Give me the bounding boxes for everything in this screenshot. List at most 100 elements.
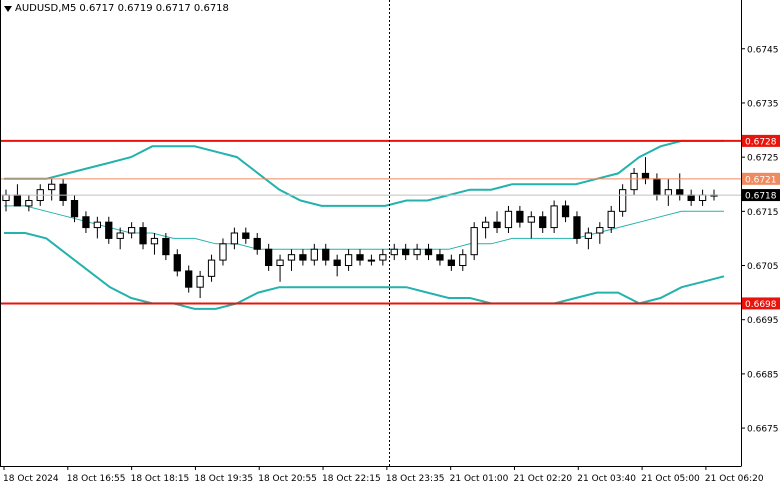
candle bbox=[390, 243, 398, 261]
candle-body bbox=[127, 227, 136, 234]
x-tick-label: 18 Oct 18:15 bbox=[131, 474, 190, 484]
x-tick-label: 21 Oct 05:00 bbox=[641, 474, 700, 484]
candle-body bbox=[687, 194, 695, 201]
candle-body bbox=[607, 210, 615, 229]
candle bbox=[424, 243, 433, 261]
candle bbox=[561, 200, 570, 223]
candle bbox=[48, 178, 56, 201]
candle-body bbox=[698, 194, 707, 201]
candle-body bbox=[2, 194, 10, 201]
candle bbox=[127, 222, 136, 239]
y-tick-label: 0.6725 bbox=[747, 154, 779, 164]
x-tick-label: 18 Oct 22:15 bbox=[322, 474, 381, 484]
candle bbox=[470, 222, 478, 261]
y-tick-label: 0.6715 bbox=[747, 208, 779, 218]
candle bbox=[436, 249, 444, 266]
x-tick-label: 18 Oct 16:55 bbox=[67, 474, 126, 484]
candle bbox=[447, 254, 455, 271]
candle-body bbox=[150, 237, 159, 245]
candle-body bbox=[116, 232, 124, 239]
candle bbox=[379, 249, 387, 266]
candle bbox=[687, 189, 695, 206]
candle-body bbox=[619, 189, 627, 212]
candle-body bbox=[641, 172, 650, 180]
candle-body bbox=[242, 232, 250, 239]
candle bbox=[459, 249, 467, 271]
candle-body bbox=[527, 216, 535, 223]
candle-body bbox=[653, 178, 661, 196]
candle-body bbox=[162, 237, 170, 256]
x-tick-label: 18 Oct 2024 bbox=[3, 474, 59, 484]
x-tick-label: 21 Oct 03:40 bbox=[577, 474, 636, 484]
candle bbox=[116, 227, 124, 250]
candle bbox=[344, 249, 353, 271]
candle-body bbox=[276, 259, 284, 267]
candle bbox=[413, 243, 421, 261]
candle-body bbox=[550, 205, 558, 229]
candle bbox=[539, 211, 547, 233]
candle bbox=[367, 254, 376, 266]
candle bbox=[299, 249, 307, 266]
candle bbox=[402, 243, 410, 261]
x-tick-label: 18 Oct 23:35 bbox=[386, 474, 445, 484]
candle-body bbox=[470, 227, 478, 256]
candle-body bbox=[25, 199, 33, 207]
candle-body bbox=[253, 237, 261, 250]
candle-body bbox=[584, 232, 593, 239]
candle bbox=[607, 205, 615, 233]
candle-body bbox=[436, 254, 444, 261]
y-tick-label: 0.6695 bbox=[747, 316, 779, 326]
candle-body bbox=[356, 254, 364, 261]
candle-body bbox=[676, 189, 684, 196]
candle-body bbox=[13, 194, 22, 207]
x-tick-label: 21 Oct 02:20 bbox=[513, 474, 572, 484]
candle bbox=[2, 189, 10, 212]
candle bbox=[139, 222, 147, 250]
candle-body bbox=[59, 183, 67, 201]
candle-body bbox=[196, 275, 204, 288]
candle bbox=[276, 254, 284, 282]
candle bbox=[573, 211, 581, 244]
candle-body bbox=[573, 216, 581, 239]
candle bbox=[219, 238, 227, 266]
candle-body bbox=[287, 254, 296, 261]
candle-body bbox=[299, 254, 307, 261]
level-price-badge bbox=[742, 297, 780, 310]
candle-body bbox=[82, 216, 90, 229]
y-tick-label: 0.6685 bbox=[747, 370, 779, 380]
candle-body bbox=[105, 221, 113, 239]
candle-body bbox=[402, 248, 410, 256]
candle bbox=[207, 254, 216, 282]
bollinger-upper-line bbox=[4, 139, 724, 207]
level-price-badge bbox=[742, 134, 780, 147]
level-price-label: 0.6698 bbox=[745, 300, 777, 310]
candle bbox=[70, 195, 79, 223]
candle-body bbox=[207, 259, 216, 277]
level-price-label: 0.6728 bbox=[745, 137, 777, 147]
candle bbox=[596, 222, 604, 244]
candle-body bbox=[333, 259, 341, 267]
candle bbox=[653, 173, 661, 201]
candle bbox=[584, 227, 593, 250]
candle bbox=[82, 211, 90, 233]
candle bbox=[516, 205, 524, 228]
candle-body bbox=[139, 227, 147, 245]
candle bbox=[25, 195, 33, 212]
chart-header: AUDUSD,M5 0.6717 0.6719 0.6717 0.6718 bbox=[4, 3, 229, 14]
candle-body bbox=[367, 259, 376, 262]
candle-body bbox=[70, 199, 79, 218]
candle-body bbox=[230, 232, 239, 245]
candle-body bbox=[185, 270, 193, 288]
y-tick-label: 0.6675 bbox=[747, 425, 779, 435]
chevron-down-icon[interactable] bbox=[4, 5, 12, 12]
candle bbox=[481, 216, 490, 239]
x-tick-label: 21 Oct 01:00 bbox=[450, 474, 509, 484]
candle bbox=[322, 243, 330, 266]
candle-body bbox=[493, 221, 501, 229]
candle bbox=[230, 227, 239, 250]
candle-body bbox=[561, 205, 570, 218]
level-price-label: 0.6721 bbox=[745, 175, 777, 185]
candle bbox=[504, 205, 513, 233]
